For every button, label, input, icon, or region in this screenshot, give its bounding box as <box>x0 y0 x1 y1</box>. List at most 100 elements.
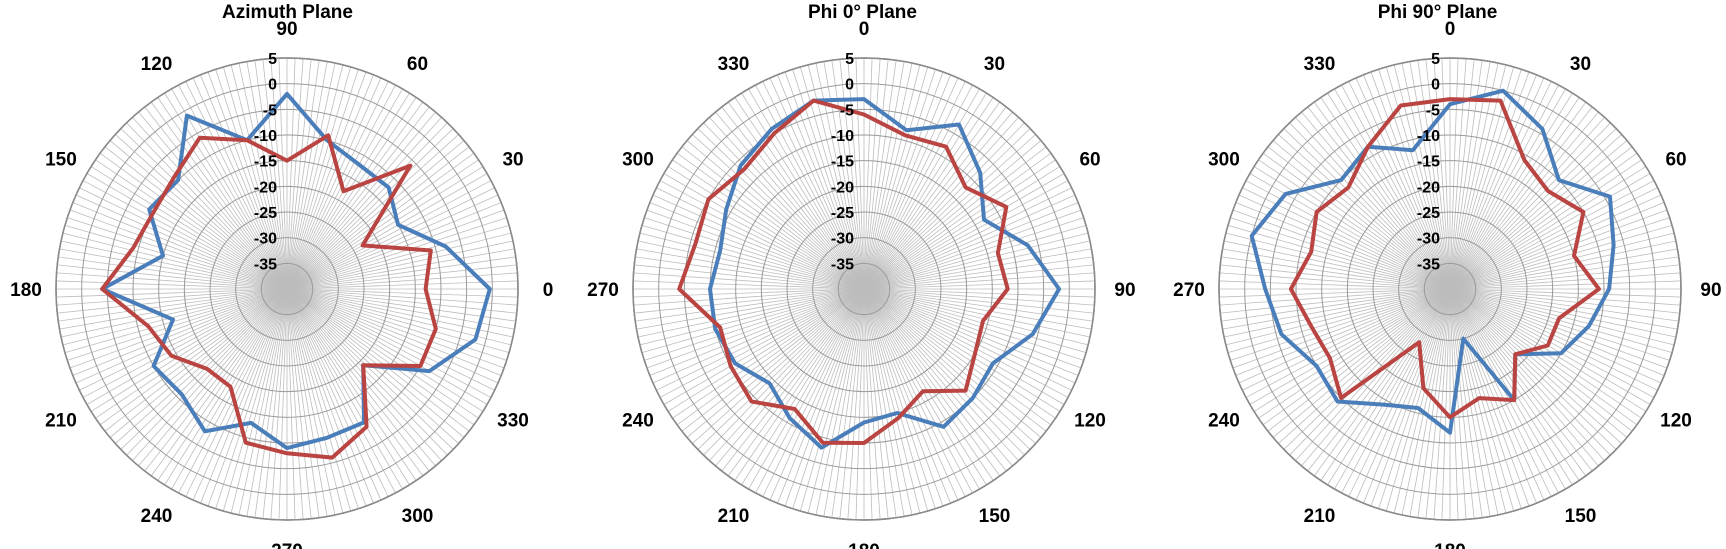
radial-grid-line <box>1232 288 1451 369</box>
radial-grid-line <box>286 106 430 290</box>
radial-grid-line <box>863 288 1072 391</box>
radial-grid-line <box>286 61 328 290</box>
radial-grid-line <box>863 288 913 516</box>
radial-grid-line <box>286 288 367 507</box>
radial-grid-line <box>863 288 1042 438</box>
radial-grid-line <box>863 288 905 517</box>
ring-grid <box>1218 57 1682 521</box>
radial-grid <box>56 58 518 520</box>
radial-grid-line <box>286 288 374 504</box>
radial-grid-line <box>863 97 994 290</box>
radial-grid-line <box>1449 272 1681 290</box>
radial-grid-line <box>633 280 865 290</box>
radial-grid-line <box>104 288 288 432</box>
radial-grid-line <box>192 288 288 501</box>
radial-grid-line <box>863 58 881 290</box>
radial-grid-line <box>286 288 320 518</box>
radial-grid-line <box>863 166 1061 290</box>
radial-grid-line <box>69 209 288 290</box>
radial-tick-label: -30 <box>254 231 277 248</box>
angle-label: 300 <box>402 506 434 527</box>
radial-grid-line <box>1441 58 1451 290</box>
radial-grid-line <box>1449 288 1680 314</box>
radial-grid-line <box>286 288 518 298</box>
radial-grid-line <box>636 248 865 290</box>
radial-grid-line <box>1449 117 1605 290</box>
radial-grid-line <box>847 288 865 520</box>
radial-grid-line <box>1449 240 1677 290</box>
radial-grid-line <box>1223 240 1451 290</box>
radial-grid-line <box>1230 288 1451 361</box>
radial-grid-line <box>692 134 865 290</box>
ring-grid-line <box>106 108 468 470</box>
radial-grid-line <box>286 288 505 369</box>
radial-grid-line <box>863 288 973 494</box>
radial-tick-label: -10 <box>831 128 854 145</box>
radial-grid-line <box>1222 288 1451 330</box>
radial-grid-line <box>138 288 288 467</box>
radial-grid-line <box>1449 288 1617 450</box>
radial-grid-line <box>863 69 936 290</box>
radial-grid-line <box>659 288 865 398</box>
radial-grid-line <box>1219 280 1451 290</box>
radial-grid-line <box>1225 288 1451 346</box>
radial-grid-line <box>286 288 352 512</box>
radial-grid-line <box>1295 117 1451 290</box>
radial-grid-line <box>286 288 296 520</box>
radial-grid-line <box>1449 288 1679 322</box>
radial-grid-line <box>1348 81 1451 290</box>
radial-grid-line <box>863 288 1087 354</box>
angle-label: 60 <box>1079 150 1100 171</box>
radial-grid-line <box>863 81 966 290</box>
radial-grid-line <box>1341 288 1451 494</box>
radial-tick-label: -15 <box>831 154 854 171</box>
radial-grid-line <box>171 88 288 290</box>
angle-label: 210 <box>45 411 77 432</box>
radial-grid-line <box>1278 134 1451 290</box>
radial-grid-line <box>667 166 865 290</box>
radial-grid-line <box>863 288 1025 456</box>
radial-grid-line <box>1449 288 1467 520</box>
radial-grid-line <box>286 101 424 290</box>
radial-grid-line <box>727 101 865 290</box>
radial-grid-line <box>863 288 1089 346</box>
radial-grid-line <box>863 224 1087 290</box>
radial-tick-label: -10 <box>254 128 277 145</box>
radial-grid-line <box>286 288 516 322</box>
radial-grid-line <box>1449 122 1611 290</box>
radial-grid-line <box>1433 288 1451 520</box>
radial-grid-line <box>79 288 288 391</box>
radial-grid-line <box>1378 288 1451 509</box>
radial-grid-line <box>1449 187 1658 290</box>
radial-grid-line <box>207 288 288 507</box>
angle-label: 0 <box>543 280 554 301</box>
radial-grid-line <box>863 288 1036 444</box>
radial-grid-line <box>86 173 288 290</box>
radial-grid-line <box>863 217 1084 290</box>
radial-grid-line <box>1449 146 1633 290</box>
ring-grid-line <box>1295 134 1605 444</box>
angle-label: 90 <box>276 19 297 40</box>
ring-grid-line <box>235 237 339 341</box>
radial-grid-line <box>104 146 288 290</box>
radial-grid-line <box>1449 71 1530 290</box>
outer-ring <box>55 57 519 521</box>
radial-grid-line <box>72 288 288 376</box>
radial-grid-line <box>1242 288 1451 391</box>
radial-grid-line <box>762 288 865 497</box>
radial-grid-line <box>721 106 865 290</box>
radial-grid-line <box>636 288 865 330</box>
radial-grid-line <box>863 122 1025 290</box>
radial-grid-line <box>1363 74 1451 290</box>
radial-grid-line <box>741 288 865 486</box>
radial-grid-line <box>681 288 865 432</box>
radial-grid-line <box>741 92 865 290</box>
radial-grid-line <box>823 288 865 517</box>
radial-grid-line <box>286 288 507 361</box>
angle-label: 210 <box>1304 506 1336 527</box>
radial-tick-label: -25 <box>1417 205 1440 222</box>
ring-grid-line <box>81 83 493 495</box>
radial-grid-line <box>863 84 973 290</box>
radial-grid-line <box>863 288 951 504</box>
